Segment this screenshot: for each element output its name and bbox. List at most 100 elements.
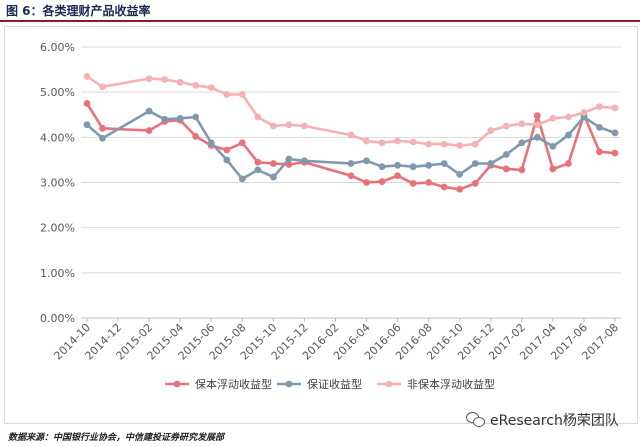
y-tick-label: 0.00% xyxy=(40,312,75,325)
data-point xyxy=(176,114,184,122)
data-point xyxy=(301,157,308,165)
data-point xyxy=(363,157,370,165)
line-chart: 0.00% 1.00% 2.00% 3.00% 4.00% 5.00% 6.00% 2014… xyxy=(40,41,621,391)
legend-label: 非保本浮动收益型 xyxy=(407,377,495,391)
data-point xyxy=(425,161,433,169)
data-point xyxy=(471,140,479,148)
legend: 保本浮动收益型 保证收益型 非保本浮动收益型 xyxy=(165,377,495,391)
data-point xyxy=(409,180,417,187)
data-point xyxy=(518,166,526,174)
brand-text: eResearch杨荣团队 xyxy=(490,413,619,429)
y-axis-ticks: 0.00% 1.00% 2.00% 3.00% 4.00% 5.00% 6.00% xyxy=(40,41,75,325)
data-point xyxy=(363,137,370,145)
data-point xyxy=(378,178,386,185)
data-point xyxy=(269,160,277,167)
data-point xyxy=(549,165,557,173)
data-point xyxy=(440,183,448,191)
data-point xyxy=(254,113,262,121)
data-point xyxy=(565,113,572,121)
legend-label: 保本浮动收益型 xyxy=(195,377,272,391)
data-point xyxy=(549,114,557,122)
data-point xyxy=(269,173,277,181)
data-point xyxy=(145,75,153,83)
y-tick-label: 1.00% xyxy=(40,267,75,280)
wechat-icon xyxy=(466,412,485,428)
data-point xyxy=(238,175,246,183)
data-point xyxy=(456,142,464,149)
y-tick-label: 5.00% xyxy=(40,86,75,99)
y-tick-label: 3.00% xyxy=(40,177,75,190)
data-point xyxy=(161,76,169,83)
data-point xyxy=(254,166,262,174)
legend-marker xyxy=(173,380,181,388)
data-point xyxy=(83,100,91,107)
data-point xyxy=(99,124,106,132)
data-point xyxy=(83,121,91,129)
data-point xyxy=(409,138,417,146)
data-point xyxy=(518,139,526,147)
y-tick-label: 2.00% xyxy=(40,222,75,235)
data-point xyxy=(347,160,355,167)
data-point xyxy=(207,84,215,92)
data-point xyxy=(440,160,448,167)
data-point xyxy=(471,180,479,187)
data-point xyxy=(378,163,386,171)
data-point xyxy=(285,121,293,129)
data-point xyxy=(161,115,169,123)
data-point xyxy=(223,91,231,98)
x-axis: 2014-102014-122015-022015-042015-062015-… xyxy=(51,317,621,363)
series-3 xyxy=(83,72,619,149)
data-point xyxy=(611,129,619,137)
figure-title: 图 6：各类理财产品收益率 xyxy=(6,4,151,18)
data-point xyxy=(363,179,370,186)
data-point xyxy=(580,109,588,116)
data-point xyxy=(518,120,526,128)
data-point xyxy=(207,139,215,147)
data-point xyxy=(440,140,448,148)
data-point xyxy=(192,81,200,89)
data-point xyxy=(145,107,153,115)
data-point xyxy=(347,131,355,139)
data-point xyxy=(471,160,479,167)
data-point xyxy=(192,133,200,140)
data-point xyxy=(611,149,619,157)
data-point xyxy=(99,134,106,142)
data-point xyxy=(192,113,200,121)
data-point xyxy=(238,91,246,98)
data-point xyxy=(565,131,572,139)
data-point xyxy=(487,160,495,167)
title-rule xyxy=(0,20,640,22)
data-point xyxy=(409,163,417,171)
gridlines xyxy=(81,46,621,319)
legend-label: 保证收益型 xyxy=(307,377,362,391)
data-point xyxy=(549,142,557,150)
source-note: 数据来源：中国银行业协会，中信建投证券研究发展部 xyxy=(8,433,225,443)
data-point xyxy=(394,137,401,145)
data-point xyxy=(223,156,231,164)
data-point xyxy=(533,121,541,129)
legend-item: 非保本浮动收益型 xyxy=(377,377,495,391)
data-point xyxy=(394,161,401,169)
data-point xyxy=(611,104,619,112)
data-point xyxy=(456,170,464,178)
data-point xyxy=(596,123,603,131)
brand-watermark: eResearch杨荣团队 xyxy=(466,410,619,430)
data-point xyxy=(285,155,293,163)
data-point xyxy=(502,122,510,130)
legend-marker xyxy=(285,380,293,388)
legend-item: 保证收益型 xyxy=(277,377,362,391)
data-point xyxy=(83,72,91,80)
data-point xyxy=(394,172,401,180)
data-point xyxy=(425,179,433,186)
legend-marker xyxy=(385,380,393,388)
data-point xyxy=(238,139,246,147)
data-point xyxy=(596,148,603,156)
legend-item: 保本浮动收益型 xyxy=(165,377,272,391)
y-tick-label: 4.00% xyxy=(40,131,75,144)
data-point xyxy=(533,112,541,120)
data-point xyxy=(301,122,308,130)
data-point xyxy=(176,78,184,86)
data-point xyxy=(378,139,386,147)
data-point xyxy=(269,122,277,130)
data-point xyxy=(487,127,495,134)
